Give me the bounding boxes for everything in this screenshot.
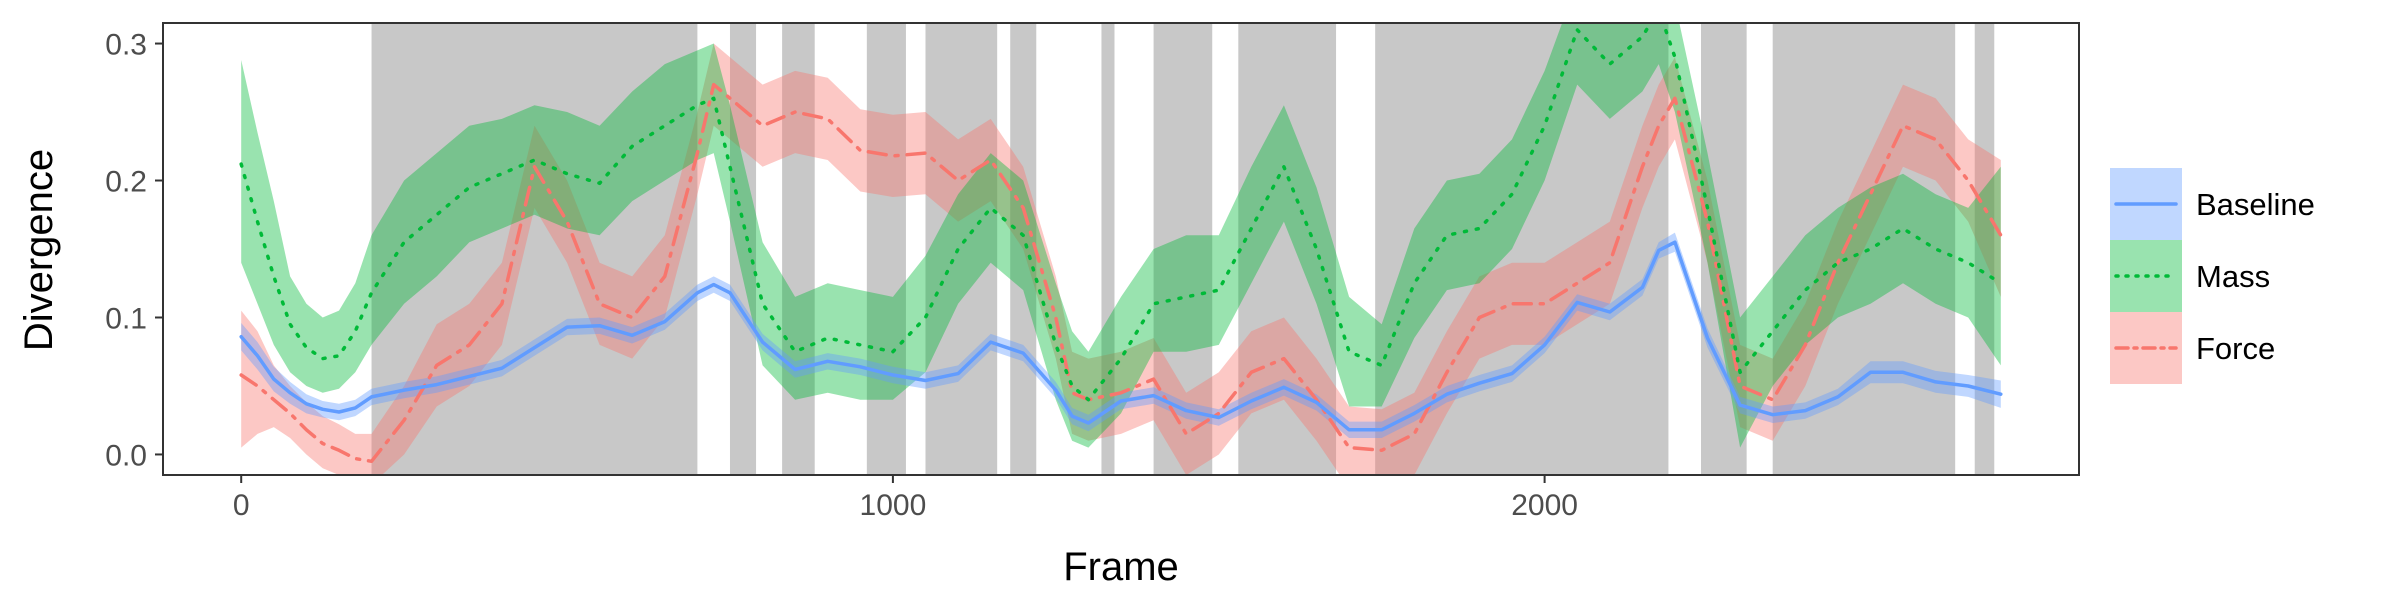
plot-panel-border — [162, 22, 2080, 476]
x-tick-label: 0 — [233, 489, 250, 522]
y-tick-label: 0.0 — [105, 439, 147, 472]
y-axis-title: Divergence — [17, 149, 61, 351]
shaded-intervals — [371, 23, 1995, 475]
legend-label-baseline: Baseline — [2196, 187, 2315, 222]
y-tick-label: 0.3 — [105, 29, 147, 62]
baseline-line — [239, 240, 2003, 432]
x-axis: 0 1000 2000 — [233, 475, 1578, 522]
legend-label-mass: Mass — [2196, 259, 2270, 294]
mass-band — [241, 23, 2001, 448]
shaded-interval-11 — [1772, 23, 1956, 475]
shaded-interval-2 — [782, 23, 815, 475]
series-lines — [239, 23, 2003, 464]
shaded-interval-3 — [866, 23, 906, 475]
legend-label-force: Force — [2196, 331, 2275, 366]
x-tick-label: 1000 — [860, 489, 927, 522]
shaded-interval-5 — [1010, 23, 1037, 475]
baseline-band — [241, 232, 2001, 438]
confidence-bands — [241, 23, 2001, 475]
shaded-interval-0 — [371, 23, 698, 475]
shaded-interval-12 — [1974, 23, 1995, 475]
x-tick-label: 2000 — [1511, 489, 1578, 522]
shaded-interval-6 — [1101, 23, 1115, 475]
shaded-interval-9 — [1375, 23, 1669, 475]
shaded-interval-1 — [729, 23, 757, 475]
force-line — [239, 82, 2003, 464]
y-axis: 0.0 0.1 0.2 0.3 — [105, 29, 163, 472]
shaded-interval-4 — [925, 23, 998, 475]
x-axis-title: Frame — [1063, 545, 1179, 589]
legend: Baseline Mass Force — [2110, 168, 2315, 384]
force-band — [241, 43, 2001, 475]
y-tick-label: 0.1 — [105, 302, 147, 335]
y-tick-label: 0.2 — [105, 166, 147, 199]
